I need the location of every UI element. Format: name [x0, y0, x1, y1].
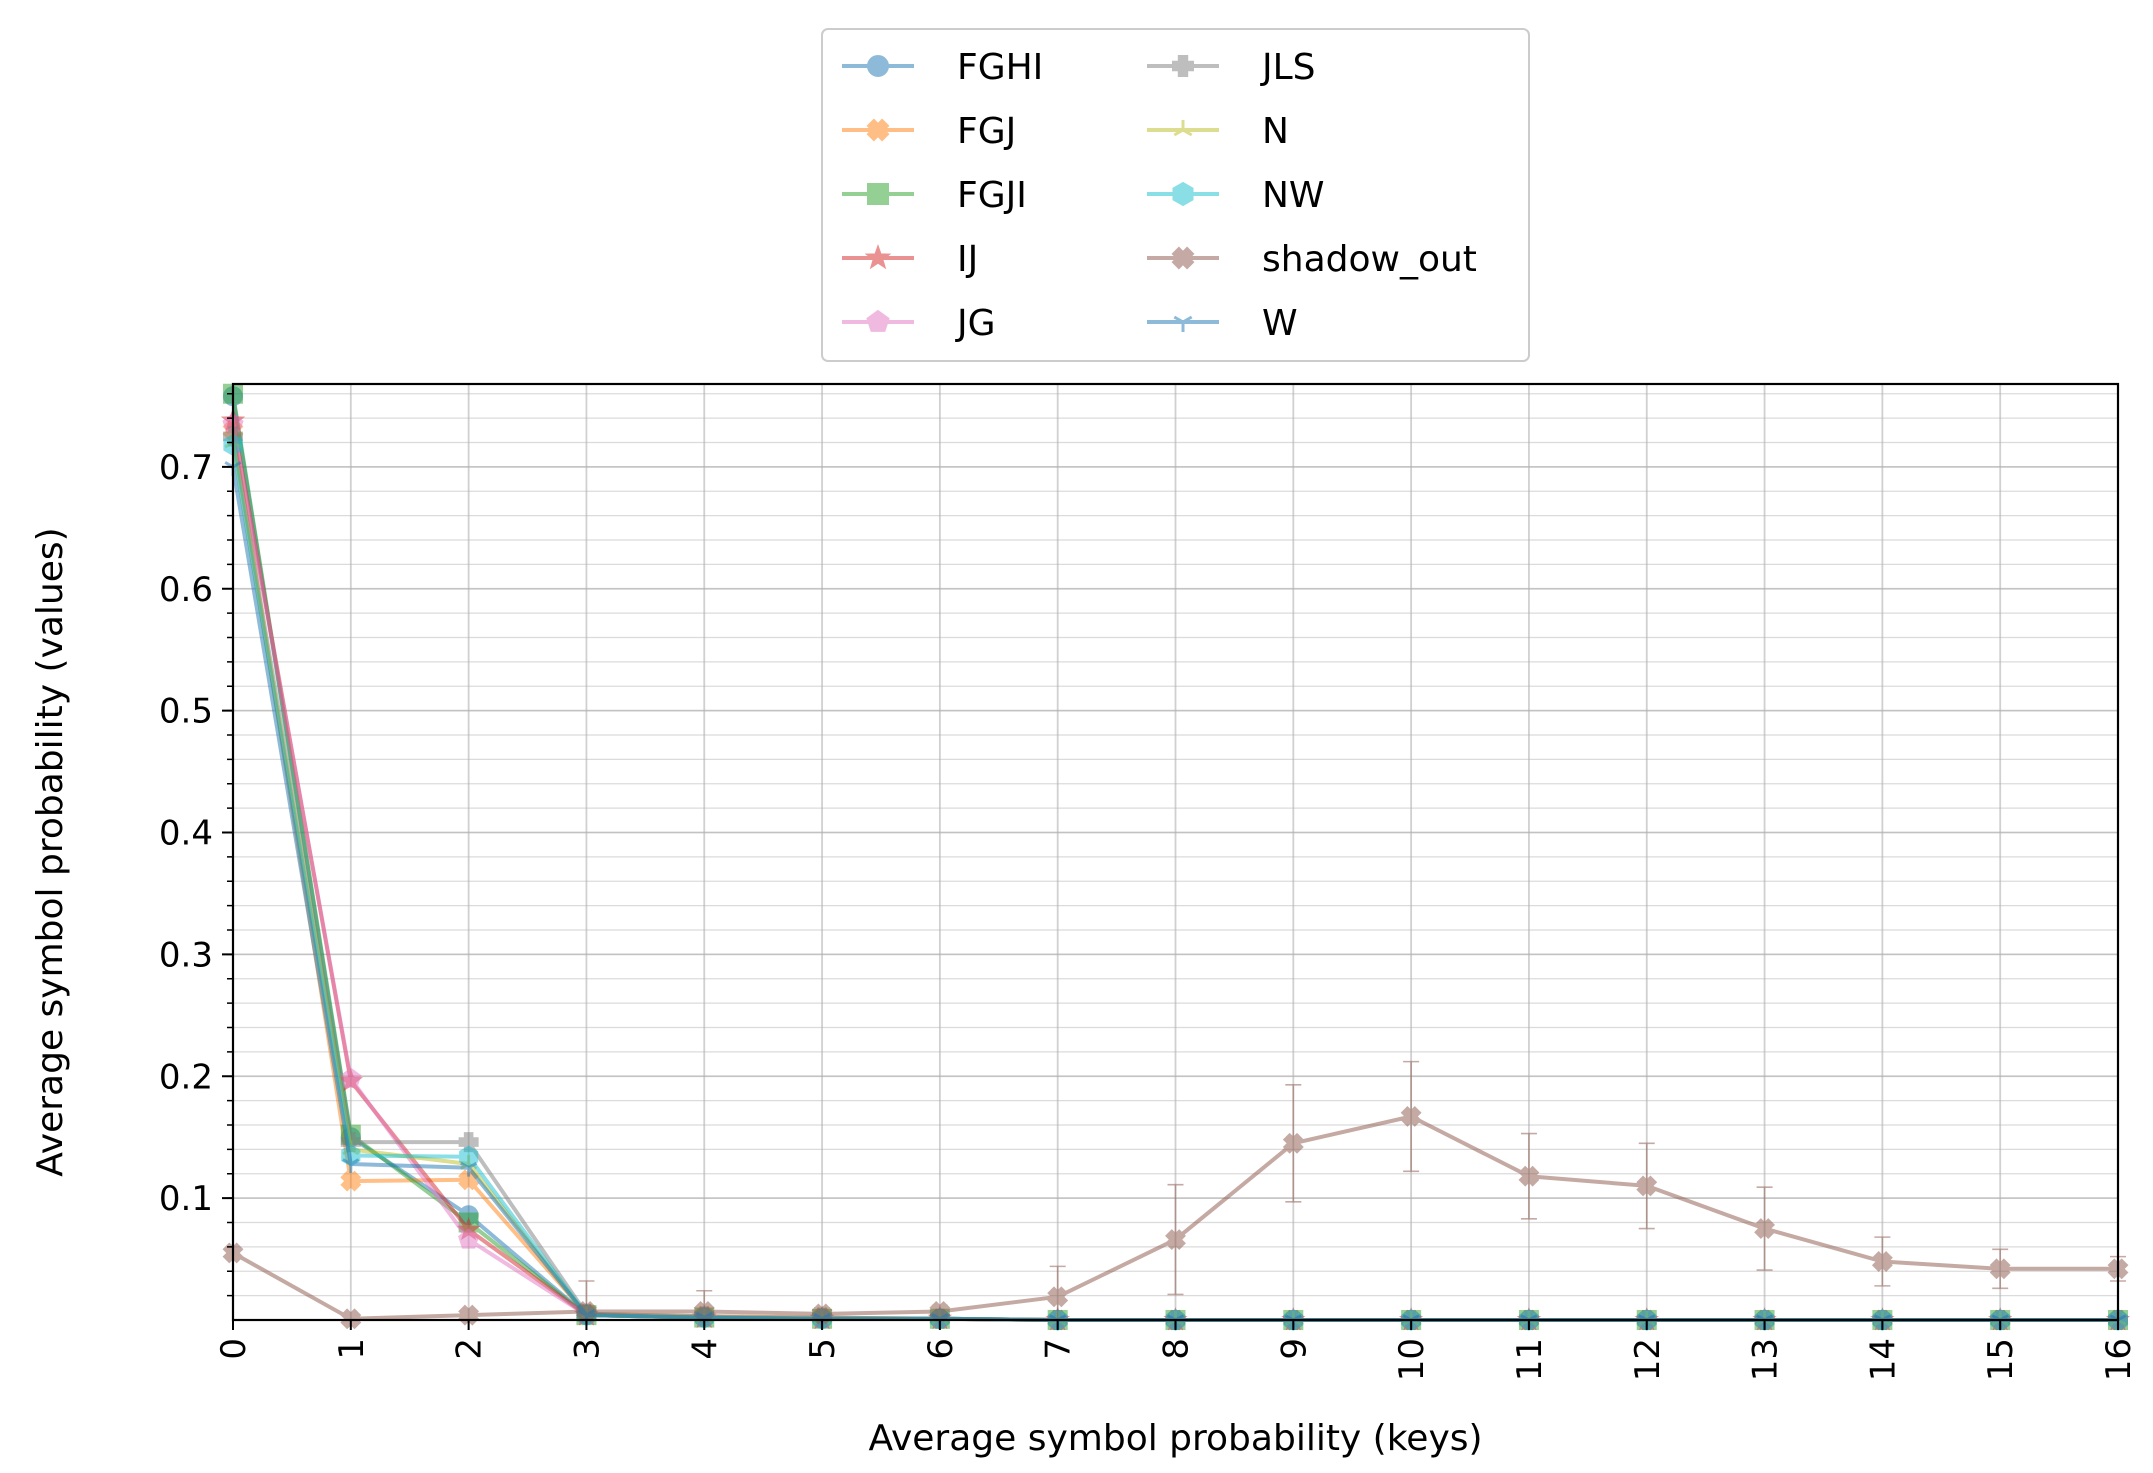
- y-tick-label: 0.4: [159, 814, 213, 854]
- legend-label: FGHI: [957, 47, 1043, 88]
- legend-item: NW: [1147, 175, 1325, 216]
- y-tick-label: 0.7: [159, 448, 213, 488]
- x-tick-label: 10: [1392, 1338, 1432, 1381]
- data-point: [1400, 1106, 1422, 1127]
- data-point: [1518, 1165, 1540, 1187]
- x-tick-label: 6: [921, 1338, 961, 1360]
- y-tick-label: 0.6: [159, 570, 213, 610]
- legend-marker: [1172, 181, 1194, 207]
- legend-item: JG: [842, 303, 996, 344]
- legend-label: W: [1262, 303, 1298, 344]
- x-tick-label: 7: [1039, 1338, 1079, 1360]
- axis-ticks: 0 1 2 3 4 5 6 7 8 9 10 11 12 13 14 15 160.10.20.30.40.50…: [159, 393, 2139, 1381]
- legend-label: NW: [1262, 175, 1325, 216]
- x-tick-label: 12: [1628, 1338, 1668, 1381]
- legend-item: FGHI: [842, 47, 1043, 88]
- legend-marker: [866, 309, 890, 332]
- x-tick-label: 8: [1157, 1338, 1197, 1360]
- x-tick-label: 0: [214, 1338, 254, 1360]
- x-axis-label: Average symbol probability (keys): [868, 1418, 1482, 1459]
- legend-label: FGJI: [957, 175, 1027, 216]
- legend-marker: [866, 118, 890, 142]
- legend-marker: [867, 183, 889, 205]
- x-tick-label: 16: [2099, 1338, 2139, 1381]
- data-point: [342, 1158, 360, 1173]
- data-point: [1165, 1229, 1186, 1251]
- x-tick-label: 13: [1746, 1338, 1786, 1381]
- data-point: [460, 1161, 478, 1177]
- legend-marker: [864, 243, 892, 270]
- grid: [232, 384, 2119, 1320]
- legend-label: shadow_out: [1262, 239, 1477, 280]
- data-point: [1754, 1218, 1776, 1240]
- legend-label: IJ: [957, 239, 978, 280]
- y-tick-label: 0.5: [159, 692, 213, 732]
- legend-item: JLS: [1147, 47, 1316, 88]
- x-tick-label: 5: [803, 1338, 843, 1360]
- legend-label: N: [1262, 111, 1289, 152]
- x-tick-label: 15: [1981, 1338, 2021, 1381]
- data-point: [1871, 1251, 1893, 1272]
- legend-marker: [1171, 246, 1195, 270]
- x-tick-label: 14: [1863, 1338, 1903, 1381]
- x-tick-label: 1: [332, 1338, 372, 1360]
- legend-item: IJ: [842, 239, 978, 280]
- x-tick-label: 3: [567, 1338, 607, 1360]
- data-point: [1047, 1286, 1069, 1308]
- legend-item: FGJI: [842, 175, 1027, 216]
- x-tick-label: 11: [1510, 1338, 1550, 1381]
- x-tick-label: 9: [1274, 1338, 1314, 1360]
- data-point: [1989, 1258, 2011, 1280]
- x-tick-label: 2: [450, 1338, 490, 1360]
- y-tick-label: 0.2: [159, 1057, 213, 1097]
- series-shadow-out: [222, 1060, 2129, 1330]
- data-point: [1636, 1175, 1658, 1197]
- legend-item: shadow_out: [1147, 239, 1477, 280]
- legend-marker: [867, 55, 889, 77]
- legend-marker: [1173, 315, 1193, 332]
- y-axis-label: Average symbol probability (values): [30, 527, 71, 1176]
- x-tick-label: 4: [685, 1338, 725, 1360]
- legend-marker: [1173, 120, 1193, 137]
- legend-label: JG: [955, 303, 996, 344]
- legend: FGHI FGJ FGJI IJ JG JLS N NW shadow_out W: [821, 28, 1530, 362]
- data-point: [340, 1067, 362, 1088]
- legend-item: FGJ: [842, 111, 1016, 152]
- legend-item: W: [1147, 303, 1298, 344]
- legend-label: FGJ: [957, 111, 1016, 152]
- data-point: [340, 1170, 362, 1192]
- data-point: [1282, 1132, 1304, 1154]
- data-point: [340, 1308, 362, 1330]
- legend-item: N: [1147, 111, 1289, 152]
- y-tick-label: 0.1: [159, 1179, 213, 1219]
- legend-marker: [1172, 55, 1194, 77]
- data-point: [458, 1228, 480, 1249]
- y-tick-label: 0.3: [159, 935, 213, 975]
- legend-label: JLS: [1260, 47, 1316, 88]
